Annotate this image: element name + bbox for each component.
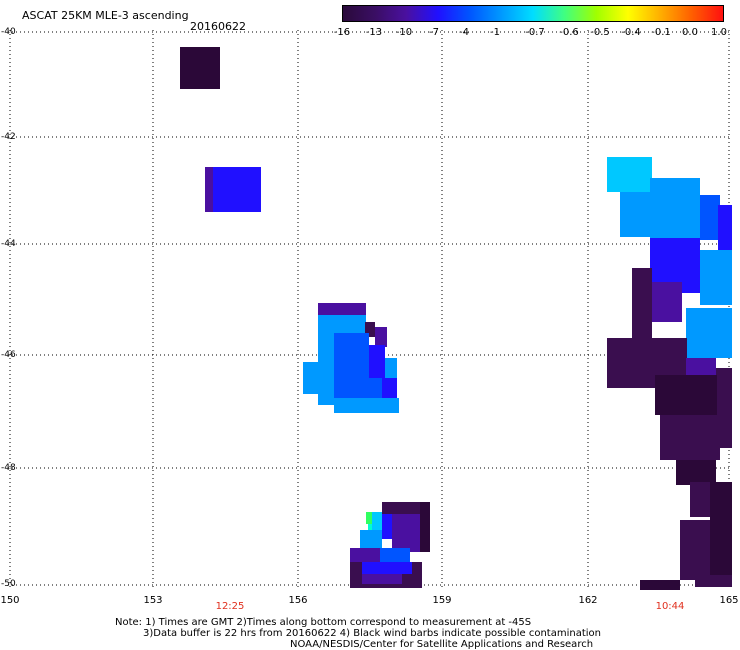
map-date: 20160622 <box>190 20 246 33</box>
lon-label: 150 <box>0 595 20 606</box>
lon-label: 159 <box>432 595 452 606</box>
wind-cell <box>369 345 385 385</box>
map-grid <box>8 30 732 590</box>
wind-cell <box>660 415 720 460</box>
wind-cell <box>350 548 380 562</box>
wind-cell <box>382 502 430 514</box>
wind-cell <box>392 514 420 552</box>
pass-time-label: 10:44 <box>655 601 685 612</box>
lat-label: -44 <box>1 239 16 249</box>
lat-label: -42 <box>1 132 16 142</box>
wind-cell <box>213 167 261 212</box>
wind-cell <box>710 482 732 582</box>
wind-cell <box>686 308 732 358</box>
wind-cell <box>205 167 213 212</box>
wind-cell <box>420 502 430 552</box>
wind-cell <box>607 157 652 192</box>
wind-cell <box>318 380 334 405</box>
wind-cell <box>676 460 716 485</box>
wind-cell <box>334 333 369 378</box>
wind-cell <box>640 580 680 590</box>
wind-cell <box>695 575 732 587</box>
lon-label: 165 <box>719 595 739 606</box>
wind-cell <box>372 512 382 532</box>
wind-cell <box>632 268 652 338</box>
lon-label: 153 <box>143 595 163 606</box>
wind-cell <box>360 530 382 548</box>
wind-cell <box>700 250 732 305</box>
wind-cell <box>655 375 717 415</box>
wind-cell <box>650 178 700 238</box>
wind-cell <box>318 335 334 380</box>
wind-cell <box>382 378 397 398</box>
lat-label: -48 <box>1 463 16 473</box>
wind-cell <box>334 378 382 398</box>
map-title: ASCAT 25KM MLE-3 ascending <box>22 9 189 22</box>
wind-cell <box>380 548 410 562</box>
footer-note-line1: Note: 1) Times are GMT 2)Times along bot… <box>115 617 532 628</box>
lat-label: -46 <box>1 350 16 360</box>
wind-cell <box>620 192 650 237</box>
scale-label: 1.0 <box>711 27 727 38</box>
scale-label: -7 <box>429 27 439 38</box>
wind-cell <box>334 398 399 413</box>
wind-cell <box>718 205 732 255</box>
scale-label: 0.0 <box>682 27 698 38</box>
wind-cell <box>382 514 392 539</box>
wind-cell <box>680 520 710 580</box>
wind-cell <box>362 574 402 584</box>
color-scale-bar <box>342 5 724 22</box>
wind-cell <box>180 47 220 89</box>
lat-label: -40 <box>1 27 16 37</box>
scale-label: -16 <box>333 27 351 38</box>
footer-note-line2: 3)Data buffer is 22 hrs from 20160622 4)… <box>143 628 601 639</box>
scale-label: -13 <box>365 27 383 38</box>
lon-label: 162 <box>578 595 598 606</box>
wind-cell <box>318 303 366 315</box>
footer-credit: NOAA/NESDIS/Center for Satellite Applica… <box>290 639 594 650</box>
pass-time-label: 12:25 <box>215 601 245 612</box>
lat-label: -50 <box>1 579 16 589</box>
lon-label: 156 <box>288 595 308 606</box>
scatterometer-swaths <box>180 47 732 590</box>
wind-cell <box>366 512 372 524</box>
wind-cell <box>700 195 720 240</box>
wind-cell <box>362 562 412 574</box>
wind-cell <box>365 322 375 337</box>
wind-cell <box>375 327 387 347</box>
wind-cell <box>318 315 366 335</box>
wind-cell <box>303 362 318 394</box>
scale-label: -1 <box>490 27 500 38</box>
scale-label: -0.7 <box>525 27 545 38</box>
scale-label: -0.4 <box>621 27 641 38</box>
wind-cell <box>652 282 682 322</box>
wind-cell <box>690 482 710 517</box>
